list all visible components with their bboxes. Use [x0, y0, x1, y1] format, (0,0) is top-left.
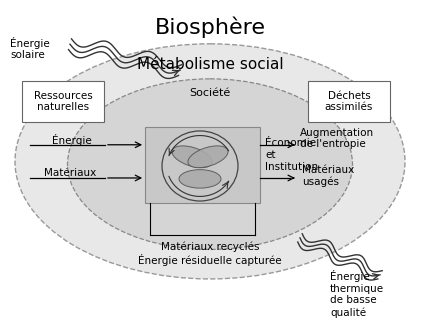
Ellipse shape: [15, 44, 405, 279]
Text: Métabolisme social: Métabolisme social: [137, 57, 283, 72]
Ellipse shape: [172, 146, 212, 168]
Text: Énergie
thermique
de basse
qualité: Énergie thermique de basse qualité: [330, 270, 384, 317]
Bar: [308, 81, 390, 122]
Text: Matériaux recyclés
Énergie résiduelle capturée: Matériaux recyclés Énergie résiduelle ca…: [138, 242, 282, 266]
Text: Économie
et
Institution: Économie et Institution: [265, 138, 318, 172]
Ellipse shape: [179, 170, 221, 188]
Bar: [145, 127, 260, 203]
Text: Matériaux
usagés: Matériaux usagés: [302, 165, 354, 187]
Text: Augmentation
de l'entropie: Augmentation de l'entropie: [300, 128, 374, 149]
Text: Déchets
assimilés: Déchets assimilés: [325, 90, 373, 112]
Text: Société: Société: [189, 88, 231, 98]
Text: Biosphère: Biosphère: [155, 17, 266, 38]
Bar: [22, 81, 104, 122]
Text: Matériaux: Matériaux: [44, 168, 96, 178]
Ellipse shape: [188, 146, 228, 168]
Text: Énergie
solaire: Énergie solaire: [10, 37, 50, 61]
Text: Ressources
naturelles: Ressources naturelles: [34, 90, 92, 112]
Text: Énergie: Énergie: [52, 134, 92, 146]
Ellipse shape: [67, 79, 352, 250]
